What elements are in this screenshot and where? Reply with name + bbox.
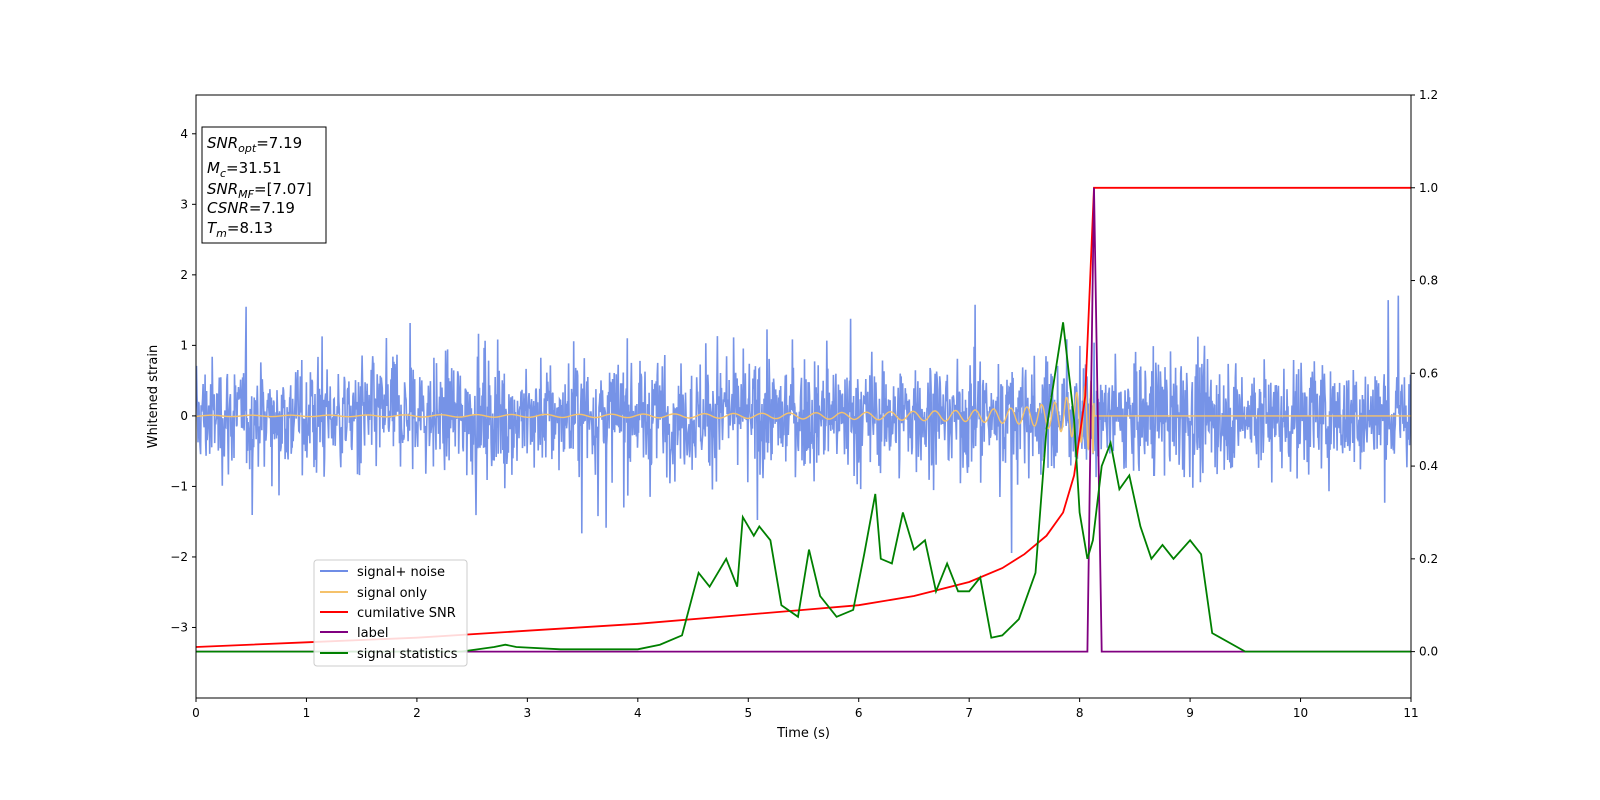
y2-tick-label: 0.2 — [1419, 552, 1438, 566]
x-tick-label: 2 — [413, 706, 421, 720]
annotation-mc: Mc=31.51 — [207, 159, 282, 180]
y2-tick-label: 0.6 — [1419, 366, 1438, 380]
x-tick-label: 3 — [524, 706, 532, 720]
y-tick-label: −3 — [170, 620, 188, 634]
y2-tick-label: 0.8 — [1419, 274, 1438, 288]
series-label — [196, 187, 1411, 653]
y-tick-label: −1 — [170, 479, 188, 493]
legend-label-signal-only: signal only — [357, 586, 427, 601]
stats-annotation-box: SNRopt=7.19 Mc=31.51 SNRMF=[7.07] CSNR=7… — [201, 126, 327, 244]
y2-tick-label: 0.4 — [1419, 459, 1438, 473]
series-signal-statistics — [196, 322, 1411, 653]
annotation-snr-mf: SNRMF=[7.07] — [207, 180, 312, 201]
series-signal-only — [196, 379, 1411, 454]
annotation-snr-opt: SNRopt=7.19 — [207, 134, 302, 155]
y-tick-label: 0 — [180, 409, 188, 423]
y-tick-label: 4 — [180, 127, 188, 141]
plot-series-layer — [196, 186, 1411, 653]
y2-tick-label: 0.0 — [1419, 645, 1438, 659]
x-tick-label: 0 — [192, 706, 200, 720]
x-tick-label: 11 — [1403, 706, 1418, 720]
x-tick-label: 7 — [965, 706, 973, 720]
x-axis-label: Time (s) — [776, 726, 830, 741]
x-tick-label: 9 — [1186, 706, 1194, 720]
legend-label-label: label — [357, 626, 388, 641]
y-tick-label: 1 — [180, 338, 188, 352]
y2-tick-label: 1.2 — [1419, 88, 1438, 102]
y-tick-label: 3 — [180, 197, 188, 211]
x-tick-label: 1 — [303, 706, 311, 720]
legend-label-signal-noise: signal+ noise — [357, 565, 445, 580]
x-tick-label: 4 — [634, 706, 642, 720]
y-tick-label: 2 — [180, 268, 188, 282]
plot-frame — [195, 94, 1412, 699]
series-signal-noise — [196, 295, 1411, 554]
x-tick-label: 10 — [1293, 706, 1308, 720]
y-axis-label: Whitened strain — [146, 345, 161, 448]
series-cumulative-snr — [196, 186, 1411, 648]
x-tick-label: 5 — [744, 706, 752, 720]
x-tick-label: 8 — [1076, 706, 1084, 720]
y-tick-label: −2 — [170, 550, 188, 564]
legend: signal+ noise signal only cumilative SNR… — [313, 559, 468, 667]
y2-tick-label: 1.0 — [1419, 181, 1438, 195]
legend-label-cumulative-snr: cumilative SNR — [357, 606, 456, 621]
axes-layer: 0 1 2 3 4 5 6 7 8 9 10 11 −3 −2 −1 0 1 2 3 4 0.0 0.2 0.4 0.6 0.8… — [170, 88, 1438, 720]
legend-label-signal-statistics: signal statistics — [357, 647, 458, 662]
annotation-tm: Tm=8.13 — [207, 219, 273, 240]
annotation-csnr: CSNR=7.19 — [207, 199, 295, 217]
x-tick-label: 6 — [855, 706, 863, 720]
